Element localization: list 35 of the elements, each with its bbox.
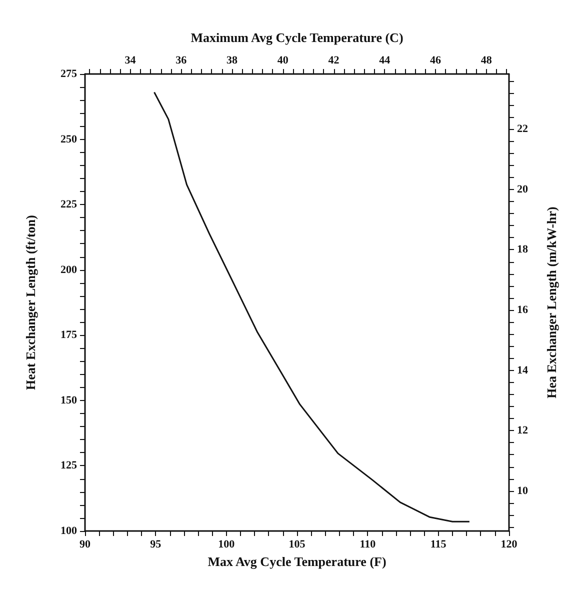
x-tick-label: 110 bbox=[360, 538, 376, 550]
y2-tick-label: 16 bbox=[517, 304, 528, 316]
x2-tick-label: 46 bbox=[430, 54, 442, 66]
y-tick-label: 200 bbox=[60, 264, 78, 276]
y-tick-label: 150 bbox=[60, 394, 78, 406]
x2-tick-label: 40 bbox=[277, 54, 289, 66]
y2-tick-label: 22 bbox=[517, 123, 528, 136]
x2-tick-label: 42 bbox=[328, 54, 340, 66]
y2-axis-title: Hea Exchanger Length (m/kW-hr) bbox=[544, 206, 559, 398]
y-tick-label: 275 bbox=[60, 68, 78, 80]
x-tick-label: 95 bbox=[150, 538, 162, 550]
x2-tick-label: 44 bbox=[379, 54, 391, 66]
y-tick-label: 175 bbox=[60, 329, 78, 342]
y-tick-label: 225 bbox=[60, 198, 78, 211]
x2-axis-title: Maximum Avg Cycle Temperature (C) bbox=[190, 30, 404, 45]
y2-tick-label: 14 bbox=[517, 364, 528, 376]
y2-tick-label: 12 bbox=[517, 424, 528, 437]
line-series bbox=[154, 92, 470, 522]
x2-tick-label: 48 bbox=[480, 54, 492, 66]
x-tick-label: 105 bbox=[288, 538, 306, 550]
x-tick-label: 90 bbox=[80, 538, 91, 550]
y2-tick-label: 18 bbox=[517, 244, 528, 256]
y2-tick-label: 20 bbox=[517, 183, 528, 196]
x2-tick-label: 38 bbox=[226, 54, 238, 66]
x-axis-title: Max Avg Cycle Temperature (F) bbox=[208, 554, 386, 569]
x-tick-label: 115 bbox=[430, 538, 447, 550]
x2-tick-label: 36 bbox=[176, 54, 188, 66]
y-axis-title: Heat Exchanger Length (ft/ton) bbox=[23, 215, 38, 390]
x-tick-label: 100 bbox=[218, 538, 236, 550]
y2-tick-label: 10 bbox=[517, 484, 528, 497]
y-tick-label: 250 bbox=[60, 133, 78, 146]
y-tick-label: 125 bbox=[60, 460, 78, 472]
y-tick-label: 100 bbox=[60, 525, 78, 537]
x-tick-label: 120 bbox=[500, 538, 518, 550]
x2-tick-label: 34 bbox=[124, 54, 136, 66]
